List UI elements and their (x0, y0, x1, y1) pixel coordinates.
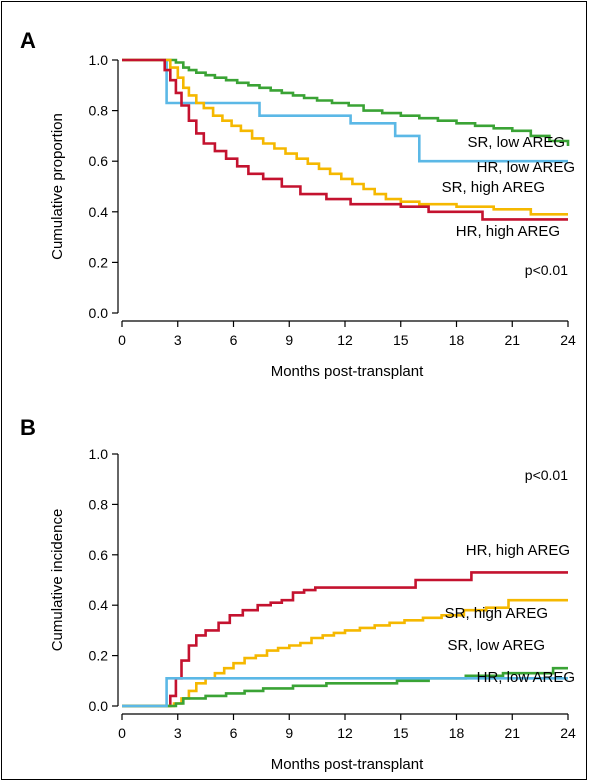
x-tick-label: 0 (118, 332, 126, 348)
y-axis-title: Cumulative incidence (49, 509, 66, 652)
series-label-hr-high-areg: HR, high AREG (456, 223, 560, 240)
y-tick-label: 0.6 (89, 547, 109, 563)
series-line-hr-high-areg (122, 58, 568, 221)
x-tick-label: 12 (337, 725, 353, 741)
series-label-hr-low-areg: HR, low AREG (477, 159, 575, 176)
series-line-hr-high-areg (122, 571, 568, 708)
x-tick-label: 21 (504, 725, 520, 741)
y-tick-label: 0.0 (89, 305, 109, 321)
y-tick-label: 0.8 (89, 496, 109, 512)
x-tick-label: 3 (174, 725, 182, 741)
series-label-hr-high-areg: HR, high AREG (466, 542, 570, 559)
x-tick-label: 6 (230, 332, 238, 348)
series-line-hr-low-areg (122, 58, 568, 163)
p-value-annotation: p<0.01 (525, 262, 568, 278)
series-label-hr-low-areg: HR, low AREG (477, 669, 575, 686)
panel-letter: B (20, 415, 36, 440)
y-tick-label: 0.0 (89, 698, 109, 714)
x-tick-label: 24 (560, 332, 576, 348)
x-tick-label: 18 (449, 332, 465, 348)
series-line-sr-high-areg (122, 58, 568, 216)
series-label-sr-low-areg: SR, low AREG (447, 637, 545, 654)
x-tick-label: 6 (230, 725, 238, 741)
y-tick-label: 0.4 (89, 204, 109, 220)
y-axis-title: Cumulative proportion (49, 113, 66, 260)
x-tick-label: 15 (393, 725, 409, 741)
y-tick-label: 0.4 (89, 597, 109, 613)
series-line-sr-low-areg (122, 58, 570, 146)
x-tick-label: 9 (285, 332, 293, 348)
panel-b: B 0 3 6 9 12 15 18 21 24 0.0 0.2 0.4 0.6 0.8 1.0 Months … (20, 415, 576, 773)
x-tick-label: 18 (449, 725, 465, 741)
series-label-sr-high-areg: SR, high AREG (445, 605, 548, 622)
y-tick-label: 1.0 (89, 446, 109, 462)
x-tick-label: 15 (393, 332, 409, 348)
series-line-sr-low-areg (122, 666, 568, 708)
panel-a: A 0 3 6 9 12 15 18 21 24 0.0 0.2 0.4 0.6 0.8 1.0 Months … (20, 28, 576, 380)
x-tick-label: 0 (118, 725, 126, 741)
x-tick-label: 3 (174, 332, 182, 348)
x-tick-label: 21 (504, 332, 520, 348)
series-label-sr-high-areg: SR, high AREG (442, 179, 545, 196)
y-tick-label: 1.0 (89, 52, 109, 68)
y-tick-label: 0.8 (89, 103, 109, 119)
series-line-sr-high-areg (122, 598, 568, 708)
x-axis-title: Months post-transplant (271, 756, 424, 773)
y-tick-label: 0.6 (89, 153, 109, 169)
x-tick-label: 9 (285, 725, 293, 741)
panel-letter: A (20, 28, 36, 53)
x-tick-label: 12 (337, 332, 353, 348)
x-tick-label: 24 (560, 725, 576, 741)
y-tick-label: 0.2 (89, 648, 109, 664)
p-value-annotation: p<0.01 (525, 467, 568, 483)
series-line-hr-low-areg (122, 677, 568, 708)
x-axis-title: Months post-transplant (271, 363, 424, 380)
y-tick-label: 0.2 (89, 254, 109, 270)
series-label-sr-low-areg: SR, low AREG (467, 134, 565, 151)
